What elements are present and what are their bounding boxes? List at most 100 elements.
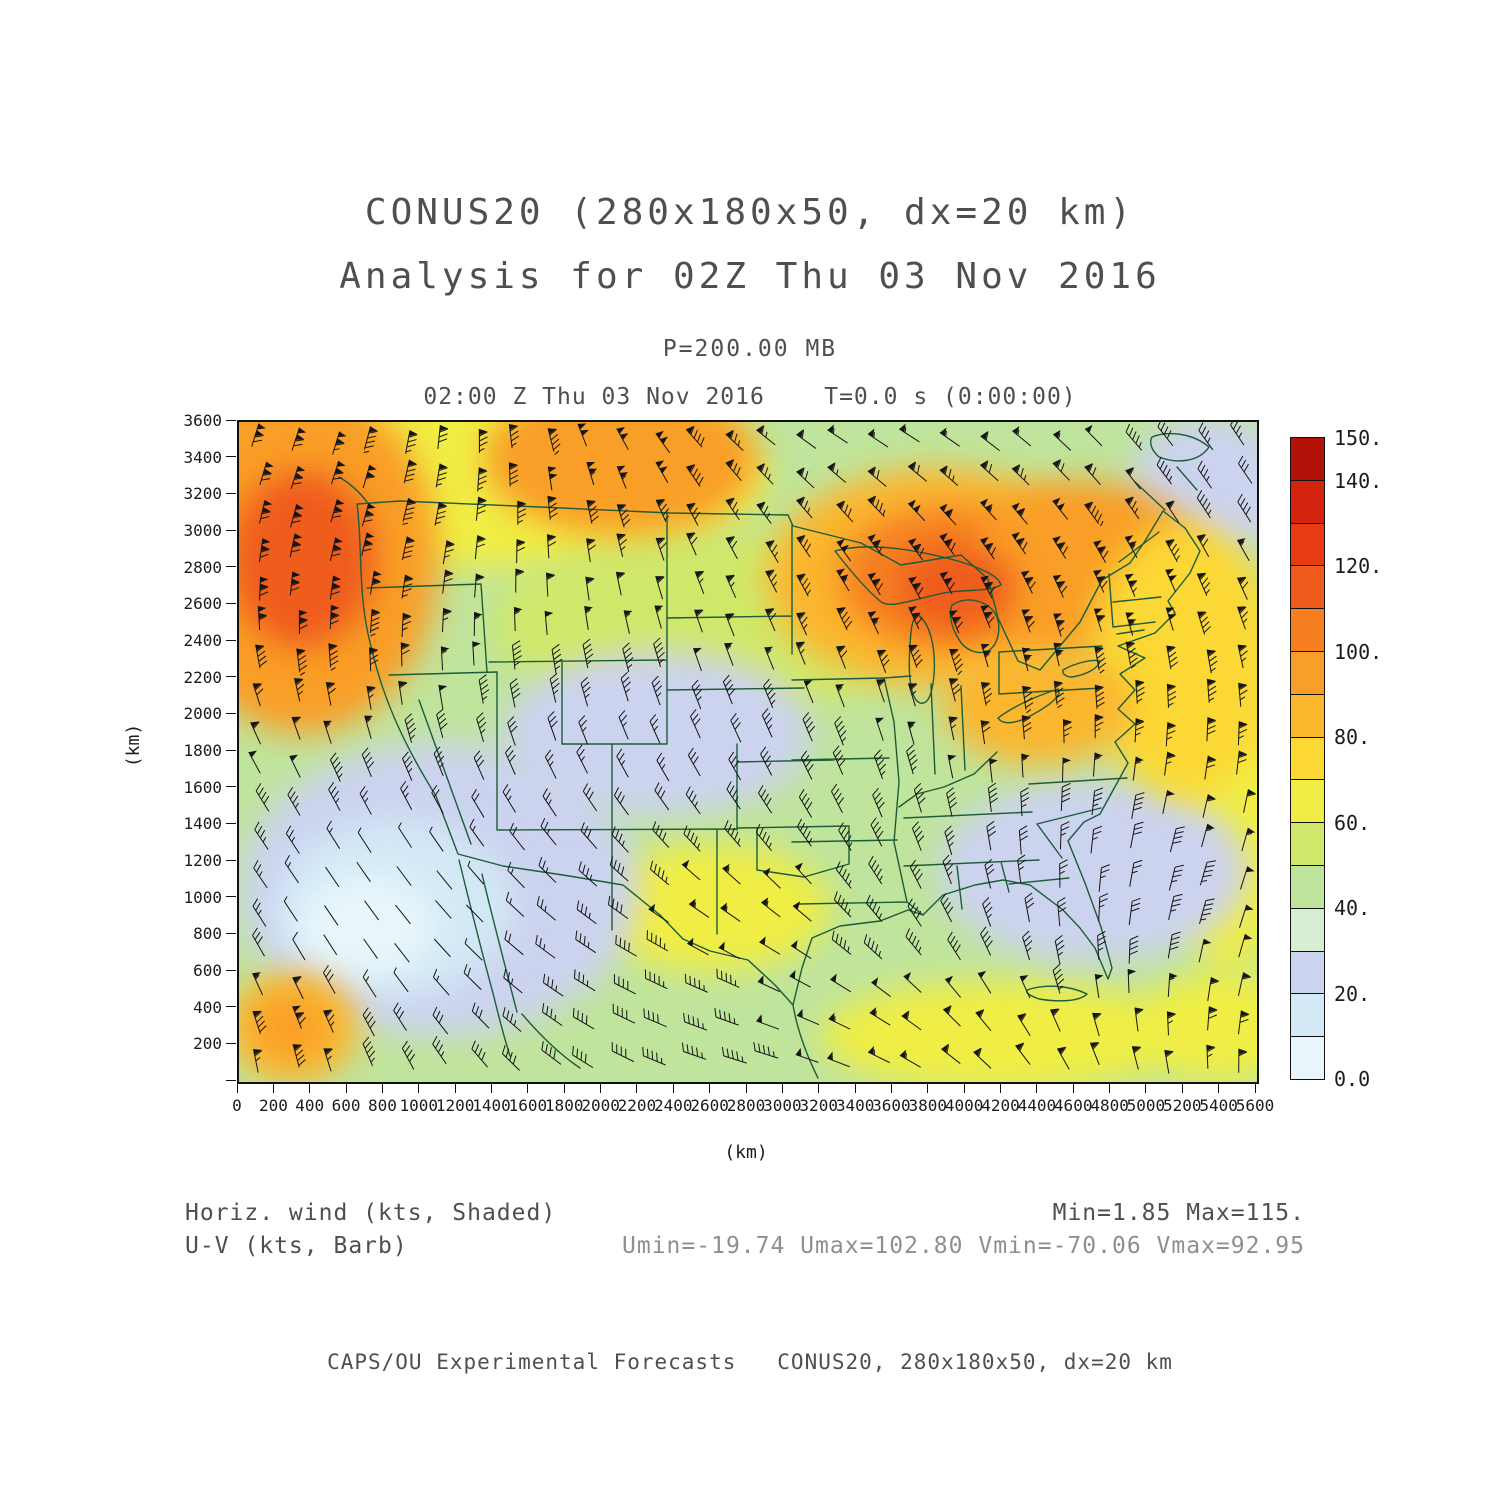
x-tick-label: 3800	[908, 1096, 948, 1115]
y-tick-label: 3200	[183, 484, 222, 504]
y-tick	[226, 786, 236, 788]
x-tick	[672, 1084, 674, 1093]
map-plot-area	[237, 420, 1259, 1084]
x-tick-label: 3200	[799, 1096, 838, 1115]
colorbar-tick-label: 20.	[1334, 981, 1371, 1006]
y-tick-label: 800	[193, 924, 222, 944]
y-tick	[226, 712, 236, 714]
y-tick	[226, 822, 236, 824]
y-tick	[226, 932, 236, 934]
y-tick	[226, 859, 236, 861]
colorbar-segment	[1291, 779, 1324, 823]
shaded-wind-field	[239, 422, 1257, 1082]
colorbar-segment	[1291, 438, 1324, 480]
colorbar-segment	[1291, 822, 1324, 865]
y-tick-label: 1400	[183, 814, 222, 834]
y-tick-label: 400	[193, 997, 222, 1017]
colorbar-segment	[1291, 1036, 1324, 1079]
x-tick-label: 0	[232, 1096, 242, 1115]
colorbar-segment	[1291, 565, 1324, 609]
colorbar-tick-label: 140.	[1334, 468, 1383, 493]
x-tick-label: 4200	[981, 1096, 1020, 1115]
colorbar-tick-label: 80.	[1334, 725, 1371, 750]
x-tick	[854, 1084, 856, 1093]
chart-subtitle: Analysis for 02Z Thu 03 Nov 2016	[339, 256, 1161, 297]
x-tick	[781, 1084, 783, 1093]
x-tick	[745, 1084, 747, 1093]
x-tick-label: 2600	[690, 1096, 729, 1115]
x-tick	[963, 1084, 965, 1093]
y-tick	[226, 639, 236, 641]
y-tick-label: 2200	[183, 667, 222, 687]
x-tick	[345, 1084, 347, 1093]
pressure-level-label: P=200.00 MB	[662, 336, 838, 362]
x-tick	[927, 1084, 929, 1093]
colorbar-segment	[1291, 993, 1324, 1037]
y-tick-label: 2600	[183, 594, 222, 614]
colorbar-tick-label: 40.	[1334, 896, 1371, 921]
y-tick	[226, 1006, 236, 1008]
x-axis-title: (km)	[724, 1142, 768, 1163]
y-tick	[226, 529, 236, 531]
x-tick	[890, 1084, 892, 1093]
x-tick	[818, 1084, 820, 1093]
colorbar-segment	[1291, 736, 1324, 780]
x-tick	[1181, 1084, 1183, 1093]
y-tick-label: 3000	[183, 521, 222, 540]
x-tick-label: 2000	[581, 1096, 620, 1115]
credit-line: CAPS/OU Experimental Forecasts CONUS20, …	[327, 1350, 1173, 1374]
x-tick-label: 800	[367, 1096, 397, 1115]
y-axis-title: (km)	[123, 723, 145, 768]
colorbar-tick-label: 150.	[1334, 426, 1383, 450]
x-tick-label: 5000	[1126, 1096, 1166, 1115]
x-tick-label: 3400	[835, 1096, 875, 1115]
colorbar-segment	[1291, 650, 1324, 694]
x-tick	[236, 1084, 238, 1093]
x-tick-label: 1800	[544, 1096, 584, 1115]
x-tick-label: 400	[295, 1096, 325, 1115]
x-tick	[491, 1084, 492, 1093]
colorbar-tick-label: 0.0	[1334, 1067, 1371, 1091]
x-tick	[454, 1084, 456, 1093]
y-tick	[226, 456, 236, 458]
y-tick-label: 2000	[183, 704, 222, 724]
y-tick-label: 1800	[183, 741, 222, 760]
footer-minmax: Min=1.85 Max=115.	[1052, 1200, 1305, 1226]
x-tick-label: 2200	[617, 1096, 657, 1115]
y-tick-label: 2800	[183, 557, 222, 577]
y-tick	[226, 492, 236, 494]
colorbar-segment	[1291, 950, 1324, 994]
y-tick-label: 2400	[183, 631, 222, 650]
y-tick-label: 3600	[183, 411, 222, 430]
y-tick-label: 3400	[183, 447, 222, 467]
x-tick-label: 4000	[944, 1096, 984, 1115]
x-tick-label: 2800	[726, 1096, 766, 1115]
colorbar-segment	[1291, 522, 1324, 566]
x-tick	[709, 1084, 711, 1093]
x-tick-label: 200	[258, 1096, 288, 1115]
x-tick-label: 3000	[763, 1096, 802, 1115]
colorbar	[1290, 437, 1325, 1080]
colorbar-segment	[1291, 693, 1324, 737]
x-tick-label: 3600	[872, 1096, 911, 1115]
valid-time-label: 02:00 Z Thu 03 Nov 2016 T=0.0 s (0:00:00…	[423, 384, 1077, 410]
x-tick	[527, 1084, 529, 1093]
colorbar-segment	[1291, 907, 1324, 951]
x-tick	[600, 1084, 602, 1093]
y-tick	[226, 1079, 236, 1081]
colorbar-segment	[1291, 608, 1324, 651]
x-tick	[381, 1084, 383, 1093]
x-tick	[272, 1084, 274, 1093]
wind-barbs	[248, 422, 1256, 1074]
y-tick	[226, 676, 236, 678]
wind-speed-map	[239, 422, 1257, 1086]
x-tick-label: 5400	[1199, 1096, 1238, 1115]
x-tick	[1036, 1084, 1038, 1093]
y-tick	[226, 419, 236, 421]
colorbar-tick-label: 60.	[1334, 810, 1371, 835]
footer-barb-label: U-V (kts, Barb)	[185, 1233, 408, 1259]
colorbar-tick-label: 100.	[1334, 639, 1383, 664]
colorbar-segment	[1291, 479, 1324, 523]
x-tick-label: 4600	[1053, 1096, 1093, 1115]
